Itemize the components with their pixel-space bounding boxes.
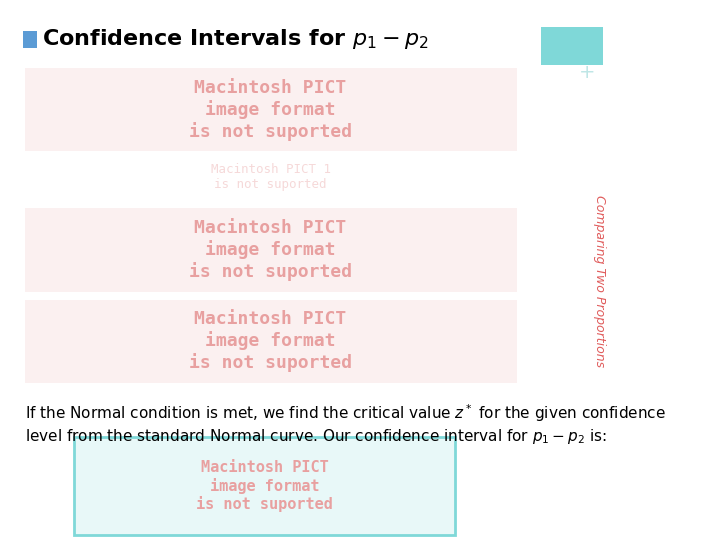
FancyBboxPatch shape xyxy=(541,27,603,65)
FancyBboxPatch shape xyxy=(24,68,516,151)
Text: +: + xyxy=(579,63,595,83)
Text: Confidence Intervals for $p_1 - p_2$: Confidence Intervals for $p_1 - p_2$ xyxy=(42,27,428,51)
Text: Macintosh PICT
image format
is not suported: Macintosh PICT image format is not supor… xyxy=(189,310,352,372)
Text: Macintosh PICT 1
is not suported: Macintosh PICT 1 is not suported xyxy=(210,163,330,191)
Text: Macintosh PICT
image format
is not suported: Macintosh PICT image format is not supor… xyxy=(189,219,352,281)
Text: Comparing Two Proportions: Comparing Two Proportions xyxy=(593,195,606,367)
Text: Macintosh PICT
image format
is not suported: Macintosh PICT image format is not supor… xyxy=(189,79,352,140)
FancyBboxPatch shape xyxy=(24,300,516,383)
FancyBboxPatch shape xyxy=(24,208,516,292)
FancyBboxPatch shape xyxy=(73,437,455,535)
Text: Macintosh PICT
image format
is not suported: Macintosh PICT image format is not supor… xyxy=(196,460,333,512)
Text: If the Normal condition is met, we find the critical value $z^*$ for the given c: If the Normal condition is met, we find … xyxy=(24,402,665,446)
FancyBboxPatch shape xyxy=(23,31,37,48)
